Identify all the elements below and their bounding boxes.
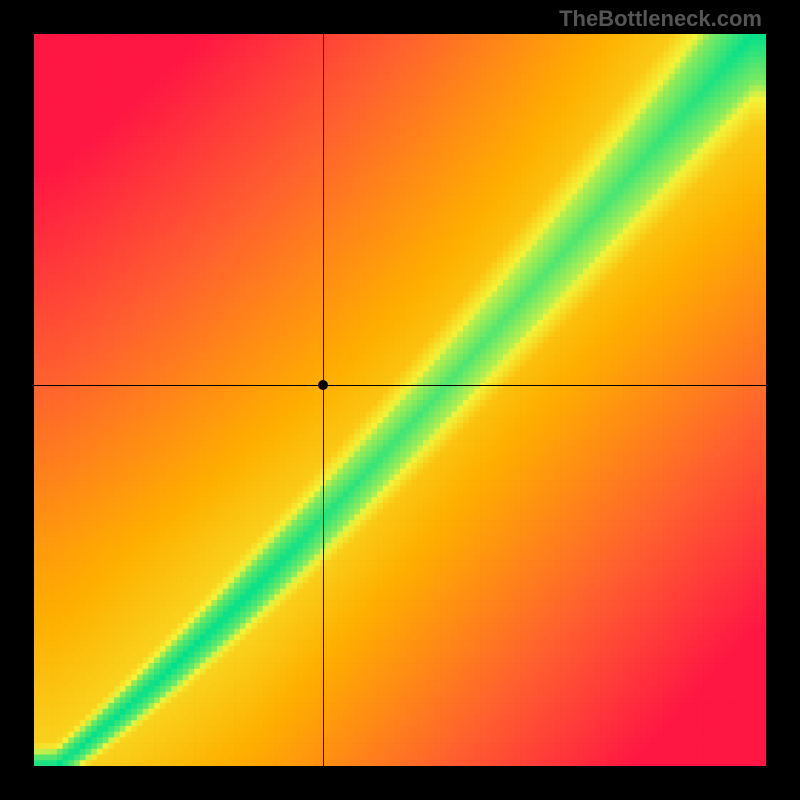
plot-area: [34, 34, 766, 766]
watermark-text: TheBottleneck.com: [559, 6, 762, 32]
chart-frame: TheBottleneck.com: [0, 0, 800, 800]
crosshair-marker: [318, 380, 328, 390]
crosshair-horizontal: [34, 385, 766, 386]
crosshair-vertical: [323, 34, 324, 766]
heatmap-canvas: [34, 34, 766, 766]
